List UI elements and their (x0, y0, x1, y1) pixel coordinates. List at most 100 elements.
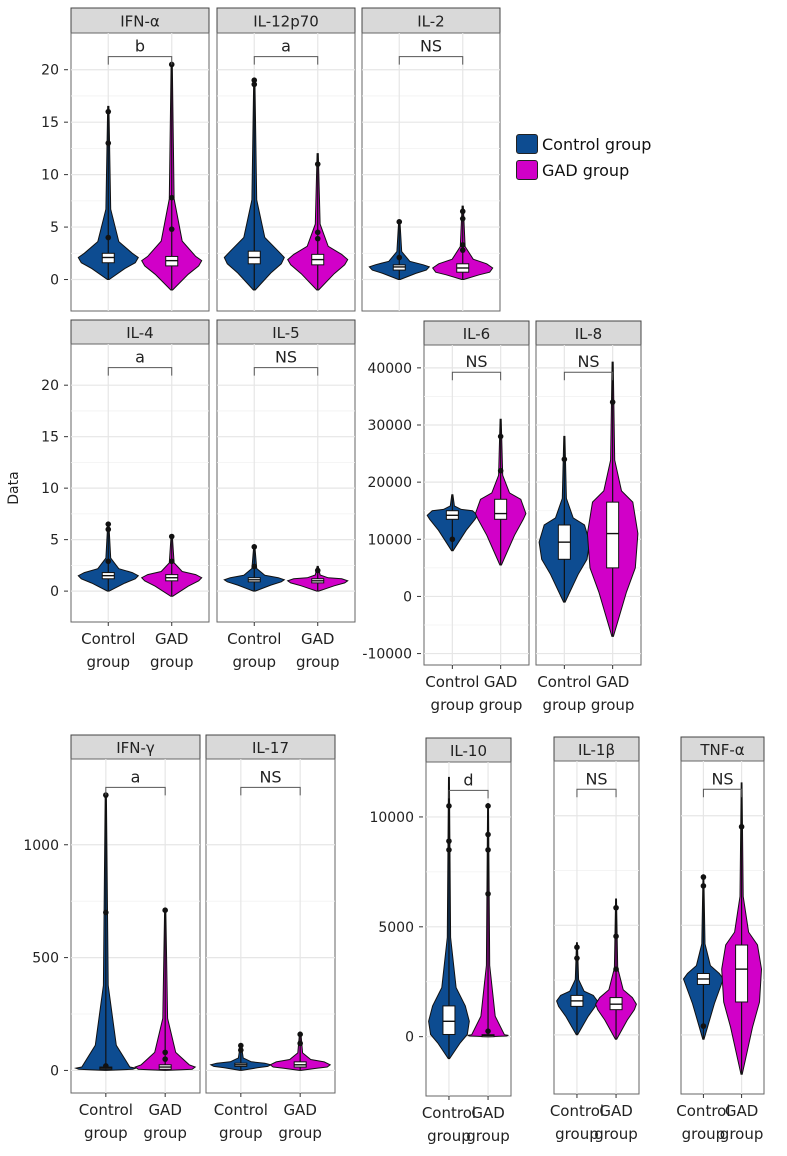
panel-il-12p70-gad-outlier-0 (314, 235, 321, 242)
panel-ifn--control-outlier-2 (105, 108, 112, 115)
panel-il-2-gad-outlier-1 (459, 242, 466, 248)
panel-il-17-strip (205, 734, 336, 760)
panel-il-10-control-box (442, 1005, 456, 1035)
panel-ifn--xtick-label-1-a: GAD (148, 1101, 181, 1119)
row2-ytick-label-3: 15 (41, 430, 59, 446)
panel-ifn--gad-outlier-0 (162, 1056, 168, 1062)
panel-il-1--xtick-label-1-a: GAD (599, 1102, 632, 1120)
panel-il-4-gad-outlier-1 (168, 533, 175, 540)
row2b-ytick-label-0: -10000 (362, 647, 412, 663)
panel-il-10-gad-outlier-4 (485, 803, 491, 809)
panel-il-1- (553, 736, 640, 1098)
panel-il-1--control-outlier-1 (574, 944, 580, 951)
row3a-ytick-label-1: 500 (32, 951, 59, 967)
panel-il-5-significance: NS (275, 348, 297, 367)
row2b-ytick-label-5: 40000 (367, 361, 412, 377)
panel-ifn--strip (70, 734, 201, 760)
legend-item-control: Control group (516, 131, 651, 157)
panel-ifn--gad-outlier-1 (162, 1049, 168, 1056)
panel-il-5-xtick-label-0-b: group (232, 653, 276, 671)
panel-il-10-xtick-label-1-b: group (466, 1127, 510, 1145)
legend-key-gad (516, 160, 538, 180)
panel-il-10-gad-outlier-0 (485, 1028, 491, 1034)
panel-il-17-frame (205, 758, 336, 1094)
row1-ytick-label-2: 10 (41, 168, 59, 184)
row3b-ytick-label-2: 10000 (369, 810, 414, 826)
panel-il-10-xtick-label-0-a: Control (422, 1104, 476, 1122)
row3b-ytick-label-0: 0 (405, 1030, 414, 1046)
panel-il-1--gad-outlier-1 (613, 933, 619, 940)
panel-ifn--title: IFN-α (120, 13, 160, 31)
panel-il-5-gad-outlier-0 (314, 567, 321, 574)
row2-ytick-label-0: 0 (50, 584, 59, 600)
panel-tnf--bracket (702, 788, 743, 798)
panel-tnf--significance: NS (711, 769, 733, 788)
panel-il-4-xtick-label-0-a: Control (81, 630, 135, 648)
row3a-ytick-label-2: 1000 (23, 838, 59, 854)
panel-il-4-bracket (107, 367, 173, 376)
panel-il-10-gad-outlier-2 (485, 847, 491, 853)
panel-il-8-significance: NS (577, 352, 599, 371)
panel-il-2-gad-outlier-3 (459, 208, 466, 215)
panel-il-8-xtick-label-1-a: GAD (596, 673, 629, 691)
panel-ifn--gad-outlier-2 (162, 907, 168, 914)
panel-il-6-significance: NS (465, 352, 487, 371)
panel-il-17-control-outlier-1 (238, 1042, 244, 1049)
panel-il-5-control-outlier-0 (251, 563, 258, 570)
panel-il-10-strip (425, 737, 512, 763)
panel-il-4-control-outlier-2 (105, 521, 112, 527)
panel-tnf- (680, 736, 765, 1098)
panel-il-17-xtick-label-0-b: group (219, 1124, 263, 1142)
panel-il-2 (361, 7, 501, 312)
row2b-ytick-label-1: 0 (403, 589, 412, 605)
panel-il-5-xtick-label-1-b: group (296, 653, 340, 671)
row2b-ytick-label-2: 10000 (367, 532, 412, 548)
panel-il-6-xtick-label-0-b: group (431, 696, 475, 714)
panel-tnf--xtick-label-0-a: Control (676, 1102, 730, 1120)
panel-il-10-xtick-label-1-a: GAD (471, 1104, 504, 1122)
panel-ifn--control-outlier-0 (103, 1063, 109, 1069)
panel-il-4-xtick-label-1-b: group (150, 653, 194, 671)
panel-il-17-title: IL-17 (252, 739, 289, 757)
panel-il-4-significance: a (135, 348, 145, 367)
panel-il-4-xtick-label-0-b: group (86, 653, 130, 671)
panel-il-4-control-outlier-1 (105, 526, 112, 533)
panel-ifn--control-outlier-0 (105, 234, 112, 241)
panel-il-17-significance: NS (259, 767, 281, 786)
legend-item-gad: GAD group (516, 157, 651, 183)
panel-tnf--gad-outlier-0 (738, 823, 745, 830)
panel-il-8-strip (535, 320, 642, 346)
row2b-ytick-label-3: 20000 (367, 475, 412, 491)
panel-il-6 (423, 320, 530, 669)
panel-il-12p70-control-outlier-1 (251, 77, 258, 84)
panel-ifn--control-outlier-1 (103, 909, 109, 916)
panel-il-2-title: IL-2 (417, 13, 444, 31)
panel-il-8-gad-box (606, 501, 620, 569)
panel-il-12p70-title: IL-12p70 (253, 13, 319, 31)
panel-il-2-significance: NS (420, 37, 442, 56)
panel-il-12p70-bracket (253, 56, 319, 65)
panel-ifn--title: IFN-γ (116, 739, 155, 757)
panel-il-10-control-outlier-1 (446, 838, 452, 844)
panel-il-10-title: IL-10 (450, 742, 487, 760)
panel-il-5-bracket (253, 367, 319, 376)
panel-il-17-gad-outlier-1 (297, 1031, 303, 1038)
panel-il-4-xtick-label-1-a: GAD (155, 630, 188, 648)
panel-il-8 (535, 320, 642, 669)
panel-il-17-gad-outlier-0 (297, 1040, 303, 1047)
panel-il-17-xtick-label-1-a: GAD (283, 1101, 316, 1119)
panel-il-1--xtick-label-0-a: Control (550, 1102, 604, 1120)
panel-il-1--title: IL-1β (578, 741, 615, 759)
panel-il-12p70-control-outlier-0 (251, 81, 258, 88)
panel-ifn--significance: a (131, 767, 141, 786)
panel-il-5-control-outlier-1 (251, 544, 258, 550)
panel-ifn--xtick-label-1-b: group (143, 1124, 187, 1142)
panel-tnf--control-outlier-1 (700, 883, 707, 889)
panel-il-6-xtick-label-0-a: Control (425, 673, 479, 691)
panel-il-12p70-gad-outlier-1 (314, 229, 321, 236)
panel-il-2-strip (361, 7, 501, 34)
panel-il-4-control-outlier-0 (105, 558, 112, 565)
panel-il-12p70 (216, 7, 356, 312)
panel-il-1--strip (553, 736, 640, 762)
panel-il-17-xtick-label-0-a: Control (214, 1101, 268, 1119)
